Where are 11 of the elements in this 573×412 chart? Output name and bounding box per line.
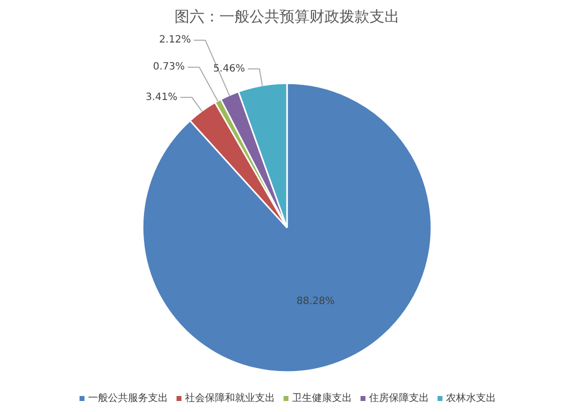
data-label: 88.28% xyxy=(296,296,335,307)
data-label: 3.41% xyxy=(146,92,178,103)
legend-label: 农林水支出 xyxy=(446,392,496,405)
data-label: 0.73% xyxy=(153,62,185,73)
data-label: 5.46% xyxy=(213,63,245,74)
legend-label: 社会保障和就业支出 xyxy=(185,392,275,405)
data-label: 2.12% xyxy=(159,34,191,46)
chart-title: 图六：一般公共预算财政拨款支出 xyxy=(174,8,400,26)
legend-label: 卫生健康支出 xyxy=(292,392,352,405)
legend-label: 住房保障支出 xyxy=(369,392,429,405)
legend-label: 一般公共服务支出 xyxy=(88,392,168,405)
